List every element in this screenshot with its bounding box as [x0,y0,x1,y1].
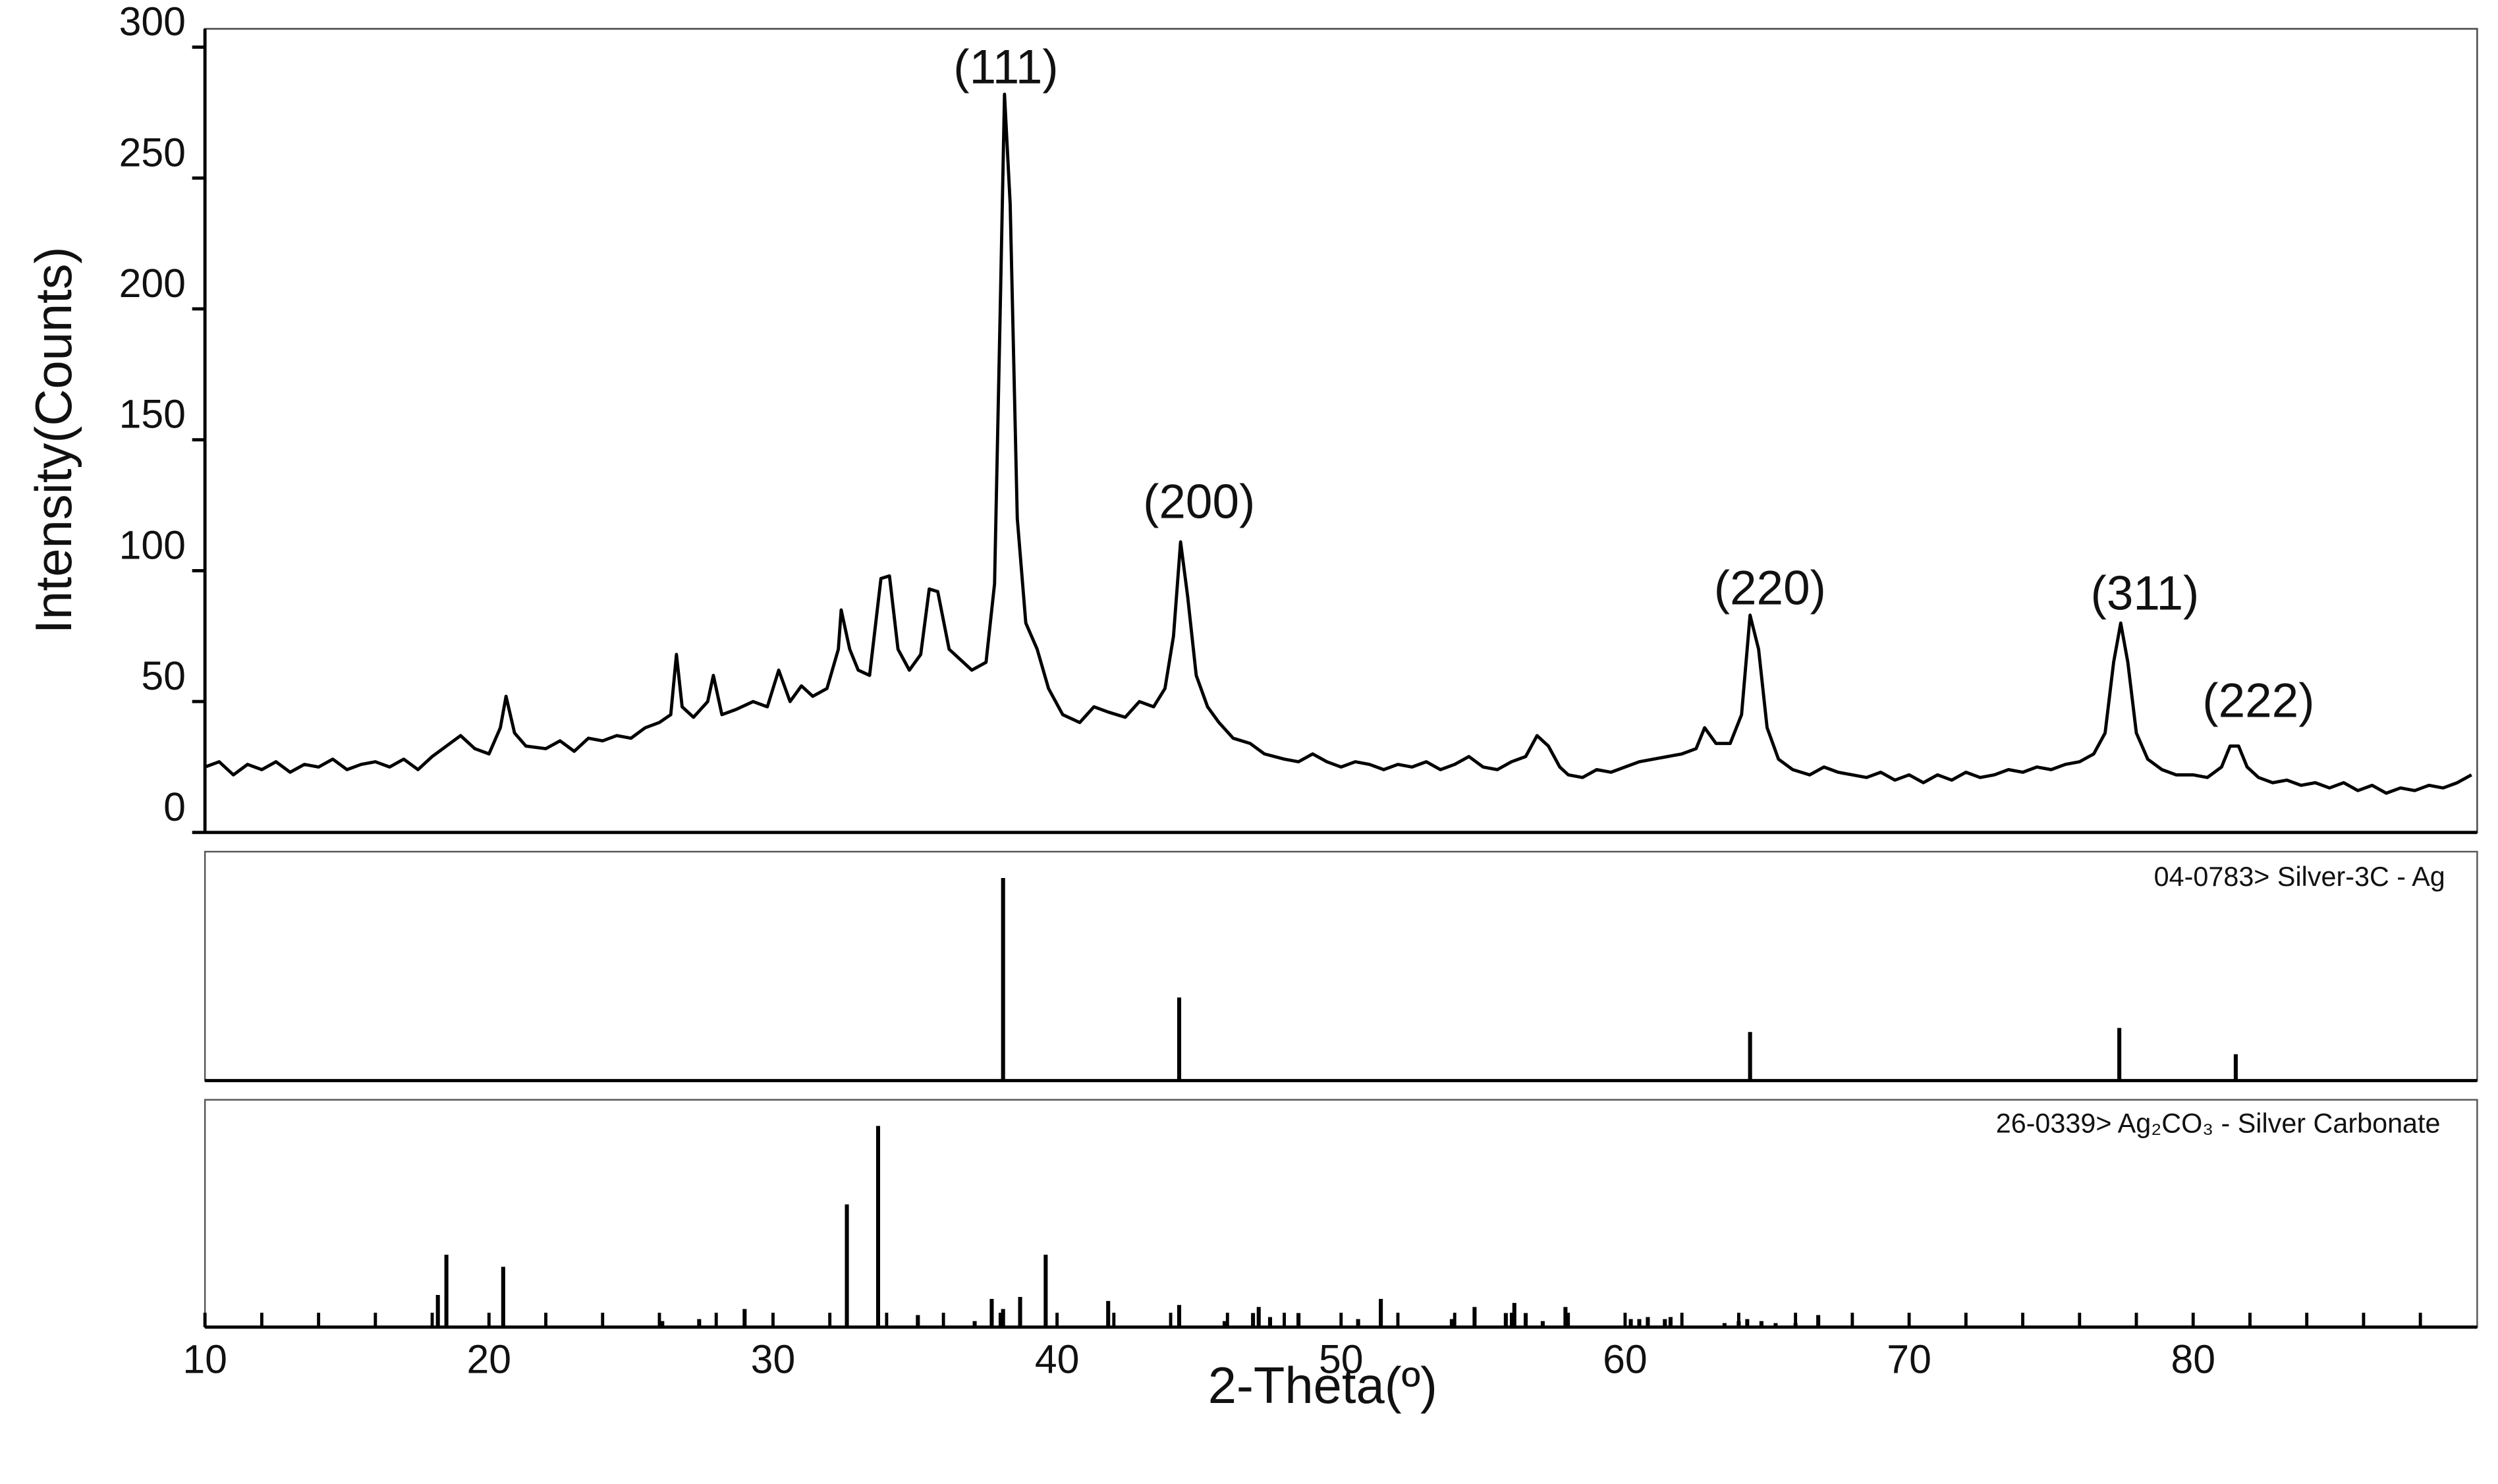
y-axis-title: Intensity(Counts) [26,246,82,634]
y-tick-label: 300 [119,0,186,44]
y-tick-label: 150 [119,392,186,437]
x-tick-label: 50 [1319,1336,1364,1381]
x-axis-title: 2-Theta(º) [1208,1358,1437,1414]
peak-label: (311) [2091,566,2200,620]
x-tick-label: 10 [182,1336,227,1381]
xrd-pattern [204,92,2472,795]
peak-label: (222) [2202,674,2314,727]
y-tick-label: 200 [119,261,186,306]
peak-label: (111) [953,41,1058,94]
y-tick-label: 100 [119,522,186,567]
x-tick-label: 20 [467,1336,512,1381]
x-tick-label: 70 [1887,1336,1931,1381]
ref-label: 26-0339> Ag₂CO₃ - Silver Carbonate [1996,1109,2441,1139]
x-tick-label: 80 [2171,1336,2215,1381]
peak-label: (220) [1714,561,1826,615]
main-frame [204,28,2478,834]
y-tick-label: 50 [141,653,186,698]
x-tick-label: 60 [1603,1336,1648,1381]
ref-frame-1 [204,850,2478,1082]
y-tick-label: 250 [119,130,186,175]
x-tick-label: 40 [1035,1336,1080,1381]
y-tick-label: 0 [163,784,186,829]
peak-label: (200) [1143,475,1255,528]
ref-label: 04-0783> Silver-3C - Ag [2154,862,2445,892]
x-tick-label: 30 [751,1336,796,1381]
